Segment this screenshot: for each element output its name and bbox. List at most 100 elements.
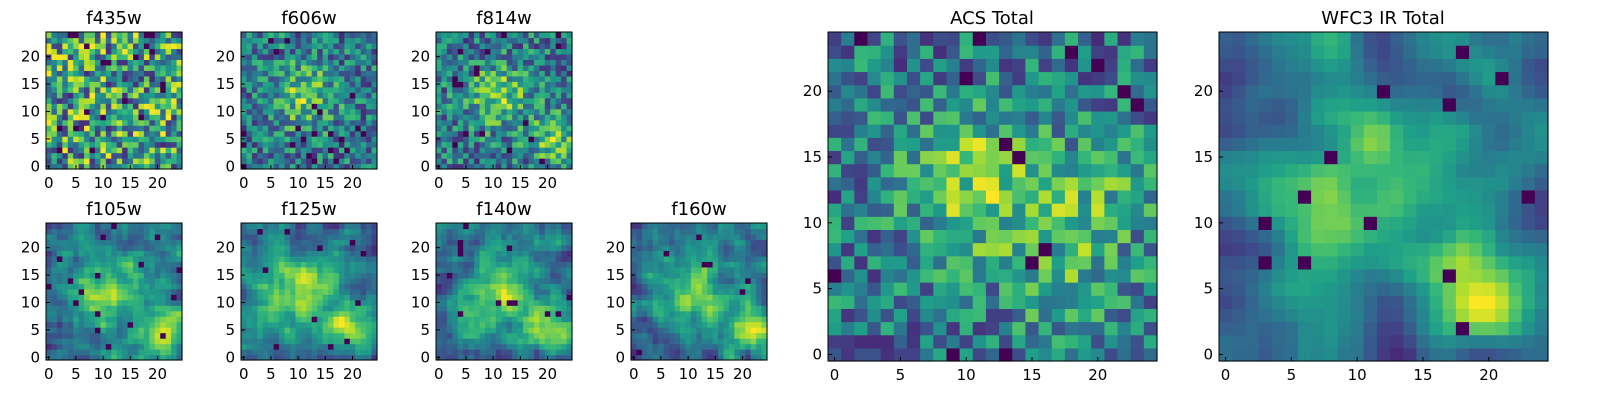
heatmap-cell [539, 48, 546, 55]
heatmap-cell [284, 70, 291, 77]
heatmap-cell [561, 277, 568, 284]
y-tick-label: 20 [606, 239, 625, 257]
heatmap-cell [1130, 242, 1145, 257]
heatmap-cell [89, 332, 96, 339]
heatmap-cell [523, 321, 530, 328]
heatmap-cell [143, 250, 150, 257]
heatmap-cell [279, 266, 286, 273]
heatmap-cell [300, 272, 307, 279]
heatmap-cell [138, 103, 145, 110]
heatmap-cell [111, 92, 118, 99]
heatmap-cell [750, 239, 757, 246]
heatmap-cell [544, 81, 551, 88]
heatmap-cell [371, 37, 378, 44]
heatmap-cell [867, 295, 882, 309]
heatmap-cell [946, 137, 961, 152]
heatmap-cell [533, 64, 540, 71]
heatmap-cell [111, 305, 118, 312]
heatmap-cell [165, 349, 172, 356]
heatmap-cell [647, 332, 654, 339]
heatmap-cell [360, 125, 367, 132]
heatmap-cell [111, 81, 118, 88]
heatmap-cell [338, 70, 345, 77]
heatmap-cell [89, 349, 96, 356]
heatmap-cell [484, 255, 491, 262]
heatmap-cell [56, 136, 63, 143]
heatmap-cell [539, 32, 546, 39]
heatmap-cell [985, 242, 1000, 257]
y-tick-label: 10 [606, 293, 625, 311]
heatmap-cell [1064, 163, 1079, 178]
heatmap-cell [246, 64, 253, 71]
heatmap-cell [328, 147, 335, 154]
heatmap-cell [122, 158, 129, 165]
heatmap-cell [1078, 268, 1092, 283]
heatmap-cell [165, 332, 172, 339]
heatmap-cell [484, 305, 491, 312]
heatmap-cell [78, 119, 85, 126]
heatmap-cell [349, 272, 356, 279]
heatmap-cell [295, 136, 302, 143]
heatmap-cell [73, 141, 80, 148]
heatmap-cell [566, 136, 573, 143]
heatmap-cell [528, 349, 535, 356]
heatmap-cell [333, 97, 340, 104]
heatmap-cell [349, 158, 356, 165]
heatmap-cell [311, 332, 318, 339]
heatmap-cell [73, 266, 80, 273]
heatmap-cell [251, 255, 258, 262]
heatmap-cell [1051, 163, 1066, 178]
heatmap-cell [84, 261, 91, 268]
heatmap-cell [328, 141, 335, 148]
heatmap-cell [366, 283, 373, 290]
y-tick-label: 10 [21, 102, 40, 120]
heatmap-cell [295, 250, 302, 257]
x-tick-label: 20 [538, 365, 557, 383]
heatmap-cell [311, 114, 318, 121]
heatmap-cell [62, 64, 69, 71]
heatmap-cell [143, 53, 150, 60]
heatmap-cell [457, 64, 464, 71]
heatmap-cell [647, 277, 654, 284]
heatmap-cell [105, 86, 112, 93]
heatmap-cell [284, 223, 291, 230]
heatmap-cell [1051, 334, 1066, 349]
heatmap-cell [366, 228, 373, 235]
heatmap-cell [295, 321, 302, 328]
heatmap-cell [468, 244, 475, 251]
heatmap-cell [533, 228, 540, 235]
heatmap-cell [138, 37, 145, 44]
heatmap-cell [138, 283, 145, 290]
heatmap-cell [457, 244, 464, 251]
heatmap-cell [647, 239, 654, 246]
heatmap-cell [328, 349, 335, 356]
heatmap-cell [94, 288, 101, 295]
heatmap-cell [246, 288, 253, 295]
heatmap-cell [674, 239, 681, 246]
heatmap-cell [284, 103, 291, 110]
heatmap-cell [46, 261, 53, 268]
heatmap-cell [723, 321, 730, 328]
heatmap-cell [446, 147, 453, 154]
heatmap-cell [333, 92, 340, 99]
heatmap-cell [311, 103, 318, 110]
heatmap-cell [176, 75, 183, 82]
heatmap-cell [734, 228, 741, 235]
heatmap-cell [501, 152, 508, 159]
heatmap-cell [338, 332, 345, 339]
heatmap-cell [685, 239, 692, 246]
heatmap-cell [463, 97, 470, 104]
heatmap-cell [176, 349, 183, 356]
heatmap-cell [441, 299, 448, 306]
heatmap-cell [701, 316, 708, 323]
heatmap-cell [663, 294, 670, 301]
heatmap-cell [1130, 347, 1145, 362]
heatmap-cell [241, 125, 248, 132]
heatmap-cell [528, 266, 535, 273]
heatmap-cell [279, 32, 286, 39]
heatmap-cell [484, 64, 491, 71]
heatmap-cell [111, 108, 118, 115]
heatmap-cell [436, 64, 443, 71]
heatmap-cell [257, 316, 264, 323]
heatmap-cell [322, 152, 329, 159]
